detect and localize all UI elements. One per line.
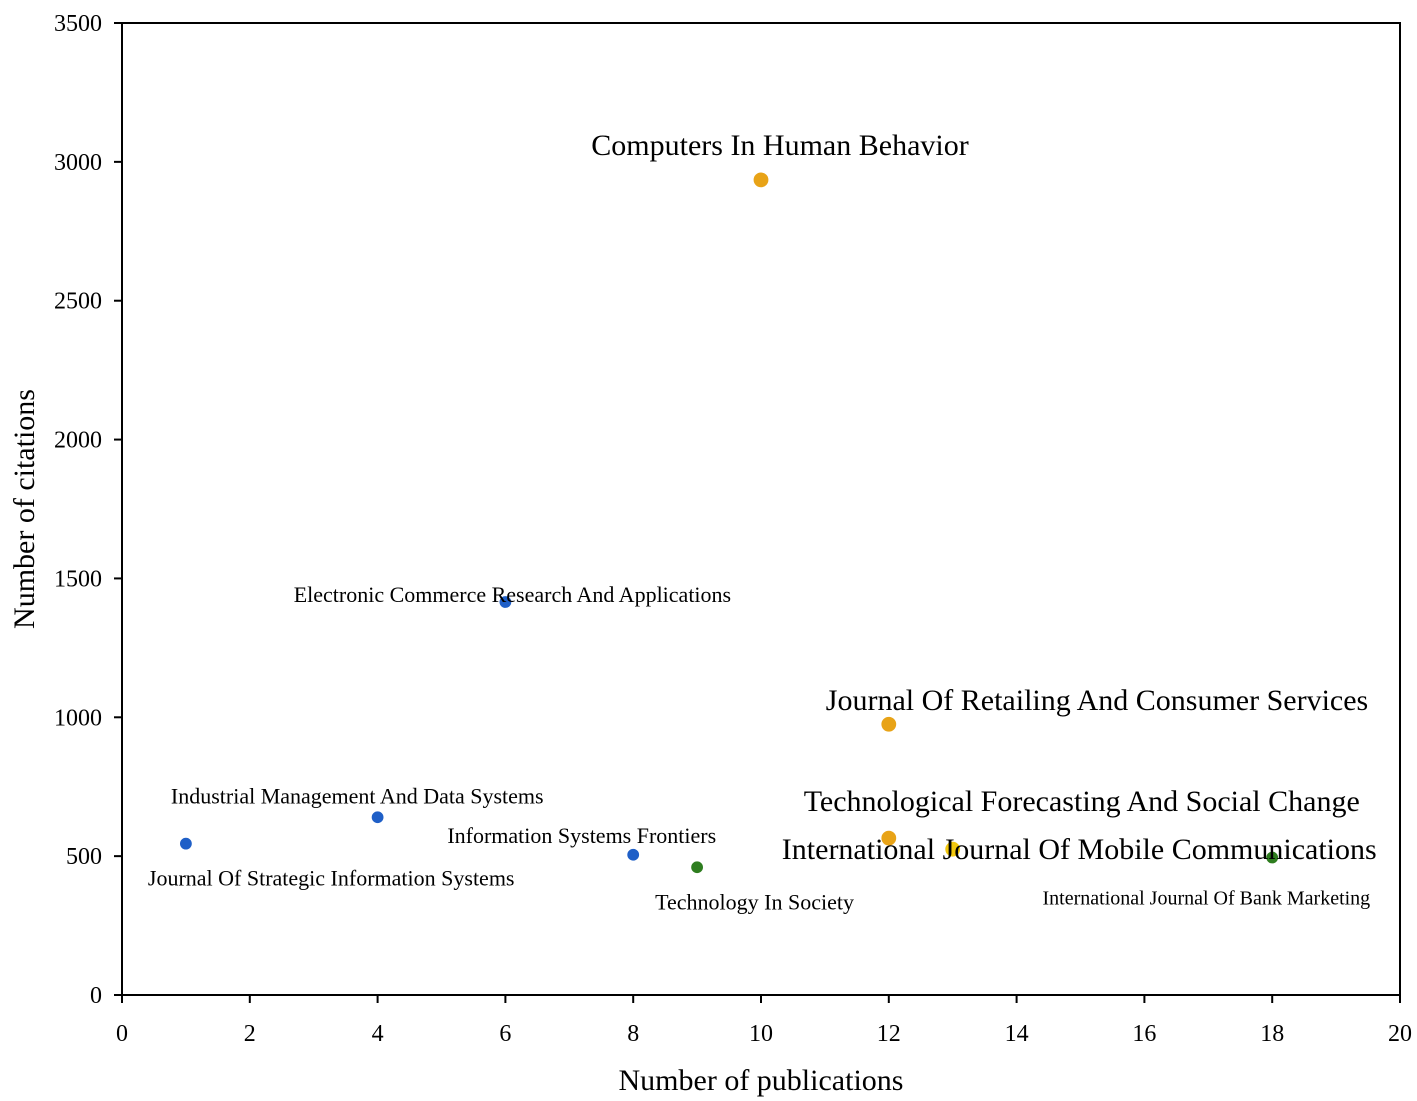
y-tick-label: 3500 [54, 11, 102, 37]
data-label: Electronic Commerce Research And Applica… [294, 582, 731, 607]
data-label: Information Systems Frontiers [447, 823, 716, 848]
x-tick-label: 20 [1388, 1021, 1412, 1047]
data-point [880, 715, 898, 733]
x-tick-label: 8 [627, 1021, 639, 1047]
x-tick-label: 0 [116, 1021, 128, 1047]
x-axis-title: Number of publications [619, 1064, 904, 1097]
data-point [1265, 850, 1280, 865]
x-tick-label: 2 [244, 1021, 256, 1047]
y-axis-title: Number of citations [8, 389, 41, 629]
data-point [944, 840, 962, 858]
data-points [178, 171, 1280, 875]
y-tick-label: 3000 [54, 150, 102, 176]
data-label: Computers In Human Behavior [591, 129, 968, 162]
data-point [498, 594, 513, 610]
y-tick-label: 2000 [54, 428, 102, 454]
x-tick-label: 12 [877, 1021, 901, 1047]
x-tick-label: 6 [499, 1021, 511, 1047]
y-tick-label: 2500 [54, 289, 102, 315]
data-label: International Journal Of Mobile Communic… [782, 833, 1377, 866]
y-tick-label: 1500 [54, 566, 102, 592]
data-label: Industrial Management And Data Systems [171, 783, 544, 808]
y-tick-label: 1000 [54, 705, 102, 731]
data-label: Journal Of Retailing And Consumer Servic… [826, 684, 1368, 717]
x-tick-label: 14 [1005, 1021, 1029, 1047]
y-tick-label: 0 [90, 983, 102, 1009]
data-label: International Journal Of Bank Marketing [1043, 888, 1371, 910]
axis-ticks: 0 2 4 6 8 10 12 14 16 18 20 0 500 1000 1500 2000 2500 300… [54, 11, 1412, 1047]
data-label: Technology In Society [655, 889, 854, 914]
point-labels: Journal Of Strategic Information Systems… [148, 129, 1377, 914]
data-point [370, 810, 385, 825]
x-tick-label: 18 [1260, 1021, 1284, 1047]
data-point [626, 847, 641, 862]
data-point [752, 171, 770, 189]
data-label: Technological Forecasting And Social Cha… [804, 785, 1360, 818]
x-tick-label: 4 [372, 1021, 384, 1047]
data-label: Journal Of Strategic Information Systems [148, 866, 515, 891]
x-tick-label: 16 [1132, 1021, 1156, 1047]
data-point [689, 860, 705, 875]
x-tick-label: 10 [749, 1021, 773, 1047]
data-point [880, 829, 898, 847]
y-tick-label: 500 [66, 844, 102, 870]
data-point [178, 836, 193, 851]
